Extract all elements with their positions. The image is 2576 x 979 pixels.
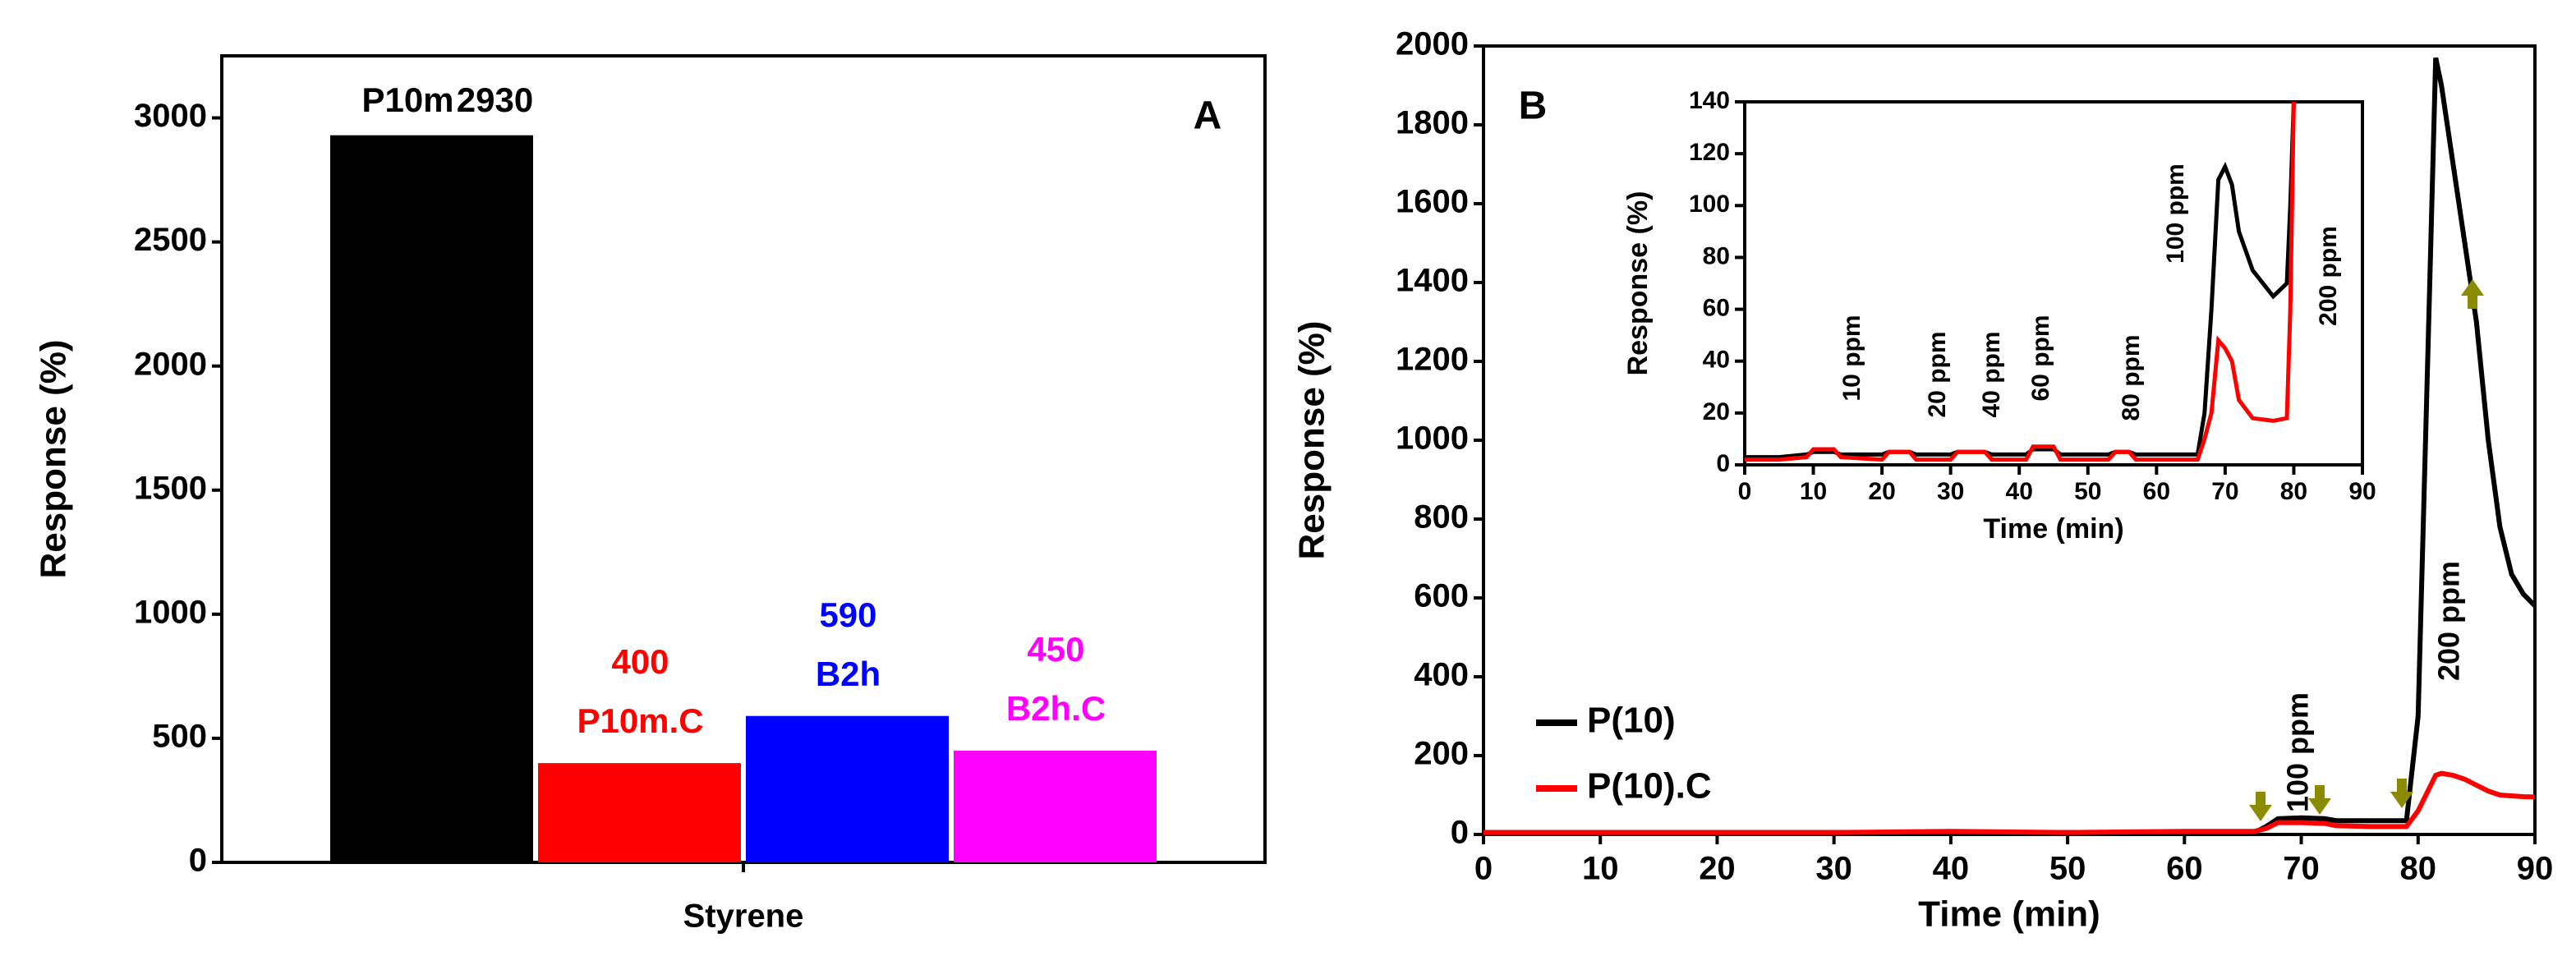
x-tick-label: 0: [1738, 478, 1752, 505]
x-tick-label: 20: [1868, 478, 1895, 505]
y-tick-label: 500: [152, 718, 207, 754]
x-tick-label: 50: [2049, 851, 2086, 887]
annotation: 100 ppm: [2281, 692, 2315, 812]
y-tick-label: 80: [1703, 242, 1730, 269]
arrow: [2249, 792, 2272, 821]
series-label: P10m: [361, 80, 453, 119]
x-tick-label: 40: [1933, 851, 1970, 887]
x-tick-label: 20: [1699, 851, 1736, 887]
x-tick-label: 50: [2074, 478, 2101, 505]
series-line: [1745, 101, 2296, 462]
y-axis-label: Response (%): [1622, 191, 1654, 376]
y-tick-label: 1800: [1396, 105, 1469, 141]
annotation: 10 ppm: [1838, 315, 1865, 401]
y-tick-label: 2000: [134, 346, 207, 382]
y-tick-label: 2000: [1396, 26, 1469, 62]
y-axis-label: Response (%): [1292, 321, 1332, 560]
bar: [330, 135, 533, 863]
y-tick-label: 100: [1689, 191, 1730, 218]
y-tick-label: 1000: [1396, 421, 1469, 457]
x-tick-label: 70: [2283, 851, 2320, 887]
x-tick-label: 90: [2348, 478, 2376, 505]
y-tick-label: 600: [1414, 578, 1469, 614]
y-axis-label: Response (%): [34, 340, 74, 579]
x-tick-label: 60: [2166, 851, 2203, 887]
panel-label: B: [1519, 85, 1548, 128]
y-tick-label: 0: [189, 843, 207, 879]
x-tick-label: 80: [2280, 478, 2307, 505]
annotation: 60 ppm: [2027, 315, 2054, 401]
x-tick-label: 30: [1815, 851, 1852, 887]
y-tick-label: 1200: [1396, 342, 1469, 378]
y-tick-label: 1600: [1396, 184, 1469, 220]
frame: [1743, 100, 2364, 467]
annotation: 40 ppm: [1978, 331, 2005, 417]
series-label: B2h: [816, 655, 881, 693]
annotation: 200 ppm: [2315, 226, 2342, 326]
x-tick-label: 40: [2006, 478, 2033, 505]
y-tick-label: 120: [1689, 139, 1730, 166]
y-tick-label: 1500: [134, 470, 207, 506]
annotation: 80 ppm: [2118, 334, 2145, 421]
series-line: [1484, 770, 2536, 835]
legend-label: P(10): [1587, 701, 1676, 741]
legend-label: P(10).C: [1587, 766, 1712, 807]
y-tick-label: 0: [1716, 450, 1730, 477]
y-tick-label: 2500: [134, 222, 207, 258]
series-label: B2h.C: [1006, 689, 1106, 728]
value-label: 400: [611, 642, 669, 681]
arrow: [2308, 785, 2331, 815]
arrows: [2249, 279, 2484, 821]
panel-label: A: [1194, 94, 1222, 138]
y-tick-label: 20: [1703, 398, 1730, 425]
x-tick-label: 90: [2517, 851, 2554, 887]
x-tick-label: 10: [1800, 478, 1827, 505]
y-tick-label: 140: [1689, 87, 1730, 114]
category-label: Styrene: [683, 899, 804, 935]
x-tick-label: 80: [2400, 851, 2437, 887]
y-tick-label: 40: [1703, 347, 1730, 374]
x-tick-label: 30: [1937, 478, 1964, 505]
value-label: 2930: [457, 80, 533, 119]
bar: [954, 751, 1157, 862]
y-tick-label: 200: [1414, 736, 1469, 772]
bar: [538, 763, 741, 862]
value-label: 590: [819, 595, 876, 634]
y-tick-label: 1000: [134, 594, 207, 630]
series-label: P10m.C: [577, 701, 703, 740]
y-tick-label: 3000: [134, 98, 207, 134]
annotation: 200 ppm: [2432, 561, 2466, 681]
x-axis-label: Time (min): [1983, 513, 2123, 545]
y-tick-label: 0: [1451, 815, 1469, 851]
y-tick-label: 1400: [1396, 263, 1469, 299]
value-label: 450: [1027, 630, 1084, 669]
x-tick-label: 60: [2143, 478, 2170, 505]
bar: [746, 715, 949, 862]
x-tick-label: 10: [1582, 851, 1619, 887]
arrow: [2390, 779, 2413, 808]
y-tick-label: 400: [1414, 657, 1469, 693]
x-axis-label: Time (min): [1918, 894, 2100, 935]
x-tick-label: 0: [1474, 851, 1493, 887]
y-tick-label: 60: [1703, 294, 1730, 321]
annotation: 20 ppm: [1924, 331, 1951, 417]
y-tick-label: 800: [1414, 499, 1469, 535]
arrow: [2461, 279, 2484, 309]
x-tick-label: 70: [2211, 478, 2238, 505]
annotation: 100 ppm: [2162, 163, 2189, 264]
